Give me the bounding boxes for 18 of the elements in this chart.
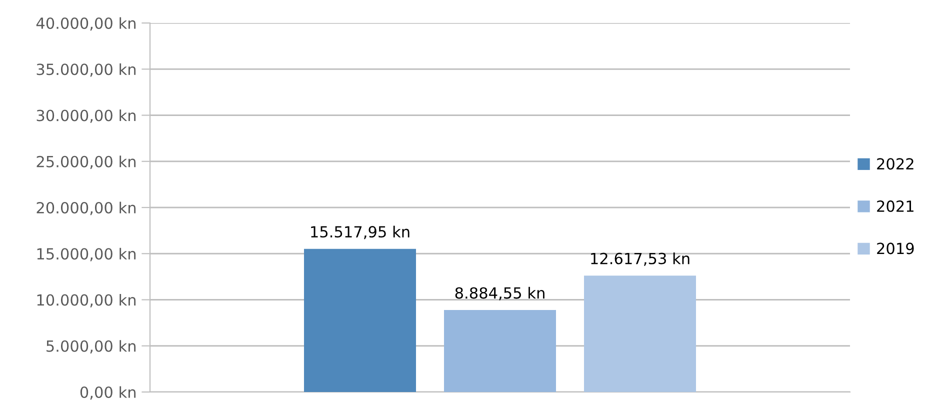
- bar: [584, 276, 696, 392]
- data-label: 12.617,53 kn: [591, 252, 690, 266]
- y-tick-label: 40.000,00 kn: [36, 17, 136, 31]
- data-label: 8.884,55 kn: [455, 286, 544, 300]
- y-tick-label: 35.000,00 kn: [36, 63, 136, 77]
- legend-label: 2019: [877, 242, 914, 254]
- bar: [444, 310, 556, 392]
- y-tick-label: 15.000,00 kn: [37, 248, 136, 262]
- legend-label: 2021: [877, 200, 914, 212]
- y-tick-label: 10.000,00 kn: [37, 294, 136, 308]
- data-label: 15.517,95 kn: [311, 226, 410, 240]
- y-tick-label: 30.000,00 kn: [36, 109, 136, 123]
- y-tick-label: 25.000,00 kn: [36, 156, 136, 169]
- bar: [304, 248, 416, 392]
- legend-label: 2022: [877, 158, 914, 170]
- y-tick-label: 0,00 kn: [80, 386, 136, 400]
- y-tick-label: 5.000,00 kn: [46, 340, 136, 354]
- y-tick-label: 20.000,00 kn: [36, 202, 136, 216]
